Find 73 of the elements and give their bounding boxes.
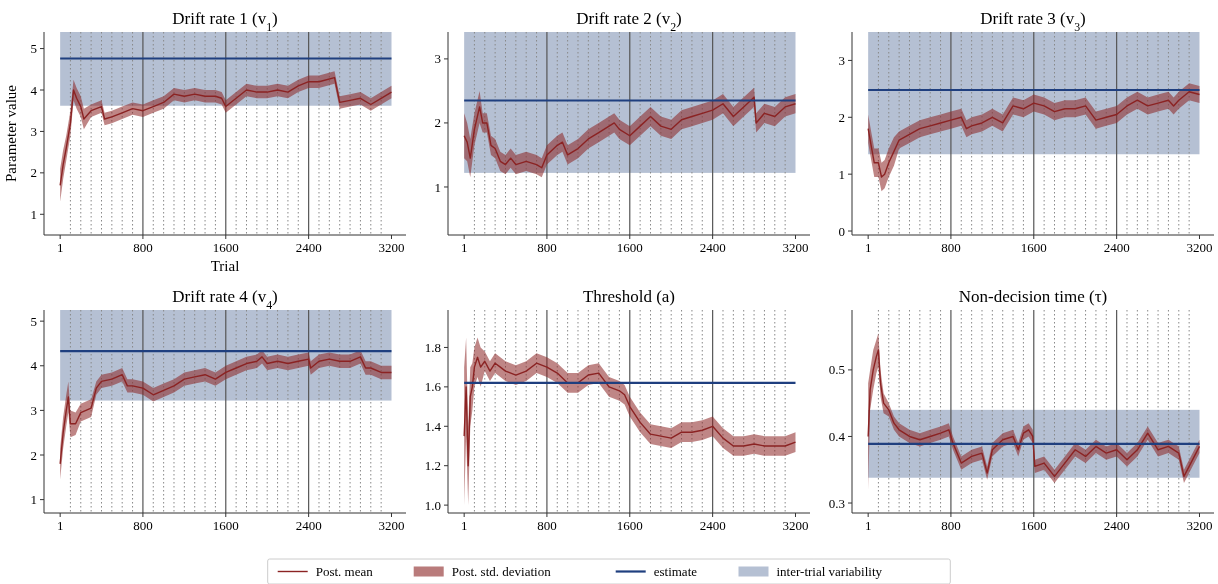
line-series — [463, 356, 797, 467]
y-tick-label: 0.3 — [828, 495, 845, 511]
chart-title: Drift rate 2 (v$_{2}$) — [576, 9, 682, 34]
x-tick-label: 1600 — [1020, 518, 1047, 533]
y-tick-label: 2 — [30, 447, 37, 463]
y-tick-label: 4 — [30, 82, 38, 98]
x-tick-label: 3200 — [378, 240, 405, 255]
line-series — [867, 349, 1201, 478]
x-tick-label: 3200 — [782, 518, 809, 533]
x-tick-label: 1 — [56, 518, 64, 533]
y-axis-title: Parameter value — [3, 84, 19, 183]
y-tick-label: 2 — [30, 165, 37, 181]
x-tick-label: 800 — [941, 518, 961, 533]
x-tick-label: 2400 — [295, 518, 322, 533]
y-tick-label: 1.6 — [424, 379, 442, 395]
x-tick-label: 2400 — [1103, 240, 1130, 255]
x-axis-title: Trial — [210, 258, 240, 274]
y-tick-label: 3 — [434, 51, 441, 67]
y-tick-label: 2 — [434, 115, 441, 131]
x-tick-label: 2400 — [295, 240, 322, 255]
chart-title: Non-decision time (τ) — [958, 287, 1108, 306]
x-tick-label: 800 — [941, 240, 961, 255]
x-tick-label: 800 — [537, 518, 557, 533]
legend-label: estimate — [653, 564, 698, 580]
y-tick-label: 1.0 — [424, 497, 441, 513]
y-tick-label: 3 — [838, 52, 845, 68]
y-tick-label: 3 — [30, 402, 37, 418]
y-tick-label: 1 — [838, 166, 845, 182]
x-tick-label: 1 — [460, 518, 468, 533]
y-tick-label: 1 — [30, 492, 37, 508]
x-tick-label: 800 — [133, 240, 153, 255]
x-tick-label: 1600 — [616, 240, 643, 255]
line-series — [463, 96, 797, 169]
y-tick-label: 5 — [30, 313, 37, 329]
x-tick-label: 1 — [56, 240, 64, 255]
x-tick-label: 1600 — [1020, 240, 1047, 255]
x-tick-label: 2400 — [1103, 518, 1130, 533]
chart-title: Drift rate 1 (v$_{1}$) — [172, 9, 278, 34]
x-tick-label: 1 — [864, 240, 872, 255]
legend-label: Post. mean — [315, 564, 374, 580]
line-series — [59, 76, 393, 186]
line-series — [59, 356, 393, 465]
y-tick-label: 1 — [30, 206, 37, 222]
y-tick-label: 5 — [30, 41, 37, 57]
x-tick-label: 1600 — [616, 518, 643, 533]
y-tick-label: 3 — [30, 123, 37, 139]
y-tick-label: 0.4 — [828, 429, 846, 445]
legend-label: inter-trial variability — [776, 564, 883, 580]
x-tick-label: 3200 — [1186, 240, 1213, 255]
x-tick-label: 3200 — [1186, 518, 1213, 533]
text: Post. std. deviation — [451, 564, 552, 580]
x-tick-label: 800 — [133, 518, 153, 533]
x-tick-label: 1 — [864, 518, 872, 533]
chart-title: Drift rate 4 (v$_{4}$) — [172, 287, 278, 312]
y-tick-label: 1.8 — [424, 340, 441, 355]
y-tick-label: 1 — [434, 179, 441, 195]
x-tick-label: 2400 — [699, 240, 726, 255]
y-tick-label: 2 — [838, 109, 845, 125]
x-tick-label: 1 — [460, 240, 468, 255]
y-tick-label: 0 — [838, 223, 845, 239]
chart-title: Drift rate 3 (v$_{3}$) — [980, 9, 1086, 34]
x-tick-label: 2400 — [699, 518, 726, 533]
y-tick-label: 1.4 — [424, 418, 442, 434]
y-tick-label: 4 — [30, 358, 38, 374]
y-tick-label: 0.5 — [828, 362, 845, 378]
x-tick-label: 1600 — [212, 240, 239, 255]
y-tick-label: 1.2 — [424, 458, 441, 474]
x-tick-label: 1600 — [212, 518, 239, 533]
x-tick-label: 3200 — [378, 518, 405, 533]
x-tick-label: 800 — [537, 240, 557, 255]
x-tick-label: 3200 — [782, 240, 809, 255]
line-series — [867, 91, 1201, 178]
chart-title: Threshold (a) — [582, 287, 676, 306]
